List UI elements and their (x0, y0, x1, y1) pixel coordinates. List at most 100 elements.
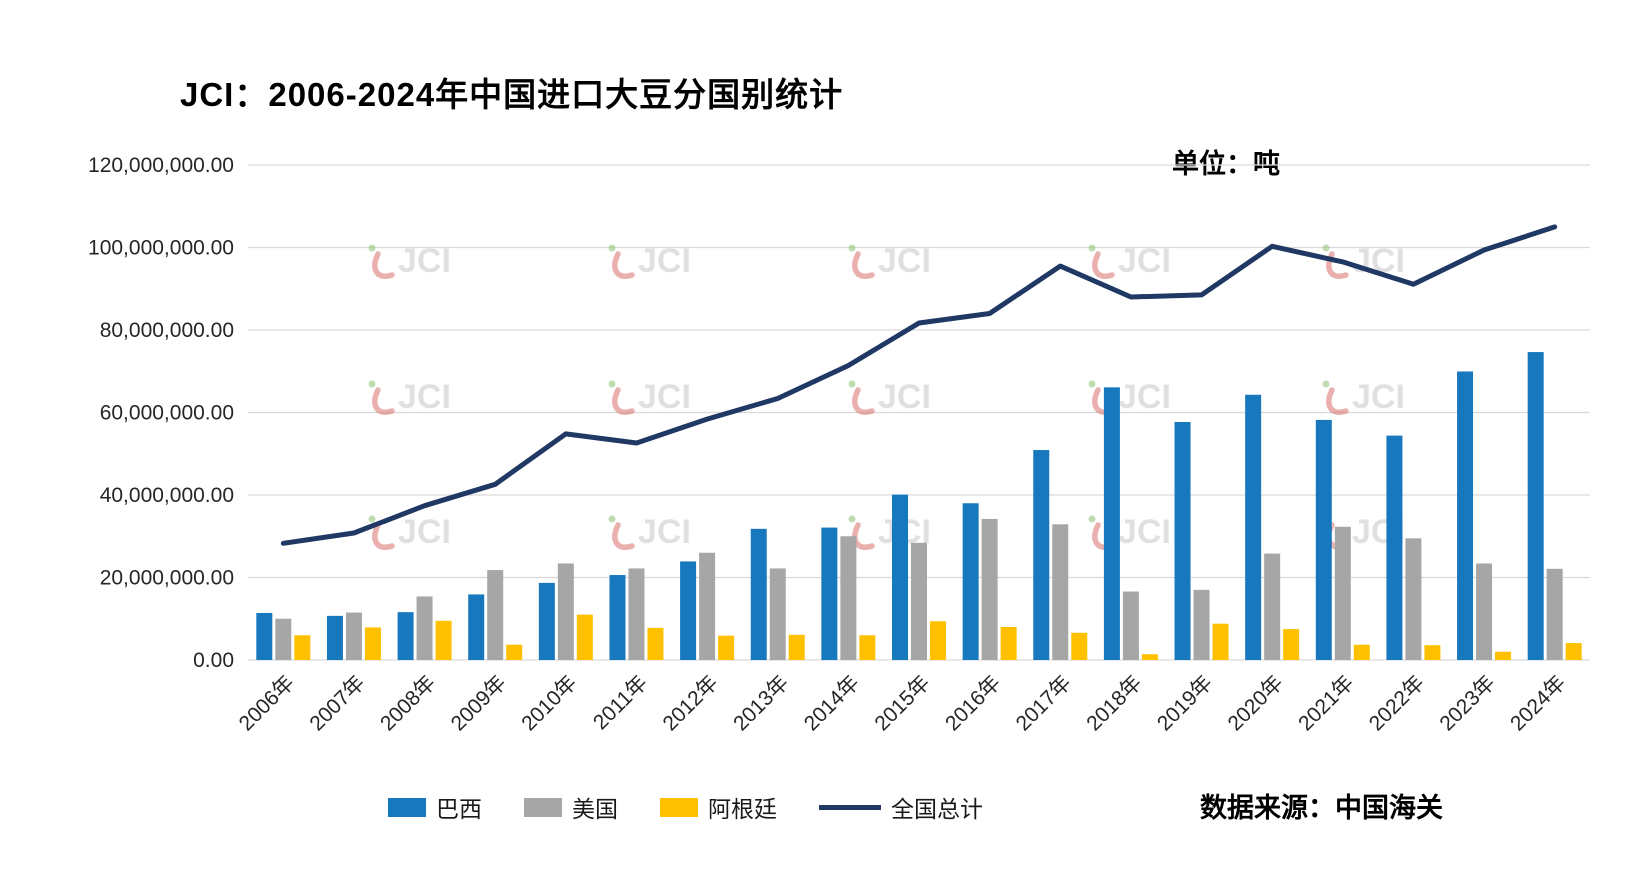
x-tick-label: 2016年 (941, 671, 1005, 735)
legend-label-brazil: 巴西 (436, 796, 482, 822)
watermark-leaf-icon (1322, 244, 1330, 252)
x-tick-label: 2009年 (447, 671, 511, 735)
watermark-jci-logo: JCI (848, 378, 931, 416)
bar (1283, 629, 1300, 660)
bar (557, 563, 574, 660)
bar (538, 582, 555, 660)
total-line (280, 224, 1558, 546)
legend-label-usa: 美国 (572, 796, 618, 822)
bar (1334, 526, 1351, 660)
watermark-leaf-icon (368, 515, 376, 523)
y-tick-label: 120,000,000.00 (88, 154, 234, 177)
x-tick-label: 2010年 (517, 671, 581, 735)
legend-line-swatch-total (819, 804, 881, 810)
watermark-text: JCI (1118, 513, 1171, 551)
watermark-swoosh-icon (372, 387, 395, 415)
watermark-swoosh-icon (1092, 251, 1115, 279)
watermark-jci-logo: JCI (848, 242, 931, 280)
x-tick-label: 2006年 (235, 671, 299, 735)
chart-title: JCI：2006-2024年中国进口大豆分国别统计 (180, 76, 844, 113)
bar (1424, 645, 1441, 660)
bar (576, 614, 593, 660)
bar (628, 568, 645, 660)
chart-plot-area: 0.00 20,000,000.00 40,000,000.00 60,000,000… (88, 154, 1590, 735)
bar-series-巴西 (256, 352, 1544, 660)
watermark-jci-logo: JCI (608, 378, 691, 416)
bar (680, 561, 697, 660)
y-tick-label: 60,000,000.00 (100, 402, 234, 425)
bar (1193, 589, 1210, 660)
bar (788, 634, 805, 660)
legend-item-brazil: 巴西 (388, 790, 482, 824)
watermark-swoosh-icon (612, 251, 635, 279)
watermark-jci-logo: JCI (1322, 378, 1405, 416)
bar (911, 542, 927, 660)
watermark-text: JCI (1118, 242, 1171, 280)
legend-swatch-brazil (388, 797, 426, 817)
watermark-text: JCI (1352, 378, 1405, 416)
bar (294, 635, 311, 660)
watermark-text: JCI (878, 242, 931, 280)
x-tick-label: 2022年 (1365, 671, 1429, 735)
bar (1174, 421, 1191, 660)
bar (275, 618, 292, 660)
watermark-swoosh-icon (852, 522, 875, 550)
y-axis-labels: 0.00 20,000,000.00 40,000,000.00 60,000,000… (88, 154, 234, 672)
watermark-leaf-icon (848, 380, 856, 388)
bar (718, 635, 735, 660)
bar (1264, 553, 1281, 660)
watermark-swoosh-icon (852, 387, 875, 415)
x-tick-label: 2014年 (800, 671, 864, 735)
watermark-text: JCI (638, 242, 691, 280)
watermark-swoosh-icon (852, 251, 875, 279)
y-tick-label: 0.00 (193, 649, 234, 672)
bar (859, 635, 876, 660)
x-tick-label: 2023年 (1435, 671, 1499, 735)
watermark-jci-logo: JCI (368, 242, 451, 280)
bar (750, 528, 767, 660)
watermark-swoosh-icon (372, 251, 395, 279)
bar (1546, 568, 1563, 660)
watermark-leaf-icon (1088, 244, 1096, 252)
bar (1405, 538, 1422, 660)
bar (364, 627, 381, 660)
x-tick-label: 2017年 (1012, 671, 1076, 735)
x-tick-label: 2007年 (305, 671, 369, 735)
y-tick-label: 100,000,000.00 (88, 237, 234, 260)
bar (1476, 563, 1493, 660)
legend-swatch-argentina (660, 797, 698, 817)
legend-item-usa: 美国 (524, 790, 618, 824)
watermark-leaf-icon (1322, 380, 1330, 388)
watermark-leaf-icon (608, 244, 616, 252)
x-tick-label: 2021年 (1294, 671, 1358, 735)
watermark-swoosh-icon (1326, 387, 1349, 415)
bar (1122, 591, 1139, 660)
watermark-leaf-icon (1088, 380, 1096, 388)
watermark-swoosh-icon (372, 522, 395, 550)
bar (397, 612, 414, 660)
legend-item-argentina: 阿根廷 (660, 790, 777, 824)
y-tick-label: 80,000,000.00 (100, 319, 234, 342)
bar (345, 612, 362, 660)
bar (1141, 654, 1158, 660)
bar (435, 620, 452, 660)
bar (1527, 352, 1544, 660)
watermark-jci-logo: JCI (1088, 378, 1171, 416)
bar (647, 627, 664, 660)
bar (1000, 627, 1017, 660)
bar (962, 503, 979, 660)
watermark-jci-logo: JCI (608, 242, 691, 280)
x-tick-label: 2020年 (1224, 671, 1288, 735)
bar (1386, 435, 1403, 660)
bar (821, 527, 838, 660)
bar (256, 612, 273, 660)
watermark-leaf-icon (848, 244, 856, 252)
bar (1103, 387, 1120, 660)
watermark-jci-logo: JCI (1088, 242, 1171, 280)
bar-series-阿根廷 (294, 614, 1582, 660)
watermark-leaf-icon (368, 244, 376, 252)
x-tick-label: 2024年 (1506, 671, 1570, 735)
bar (930, 621, 946, 660)
source-label: 数据来源：中国海关 (1200, 793, 1443, 823)
x-tick-label: 2011年 (589, 671, 652, 734)
